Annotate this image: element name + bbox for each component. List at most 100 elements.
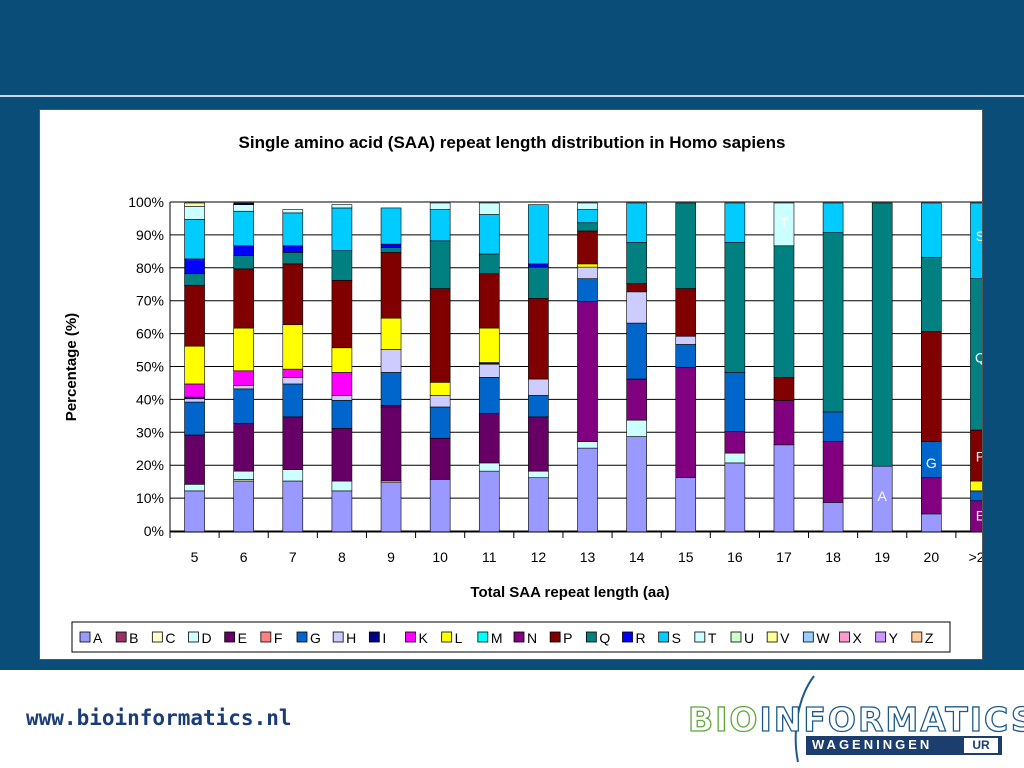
legend-swatch-Q	[585, 631, 597, 643]
site-url[interactable]: www.bioinformatics.nl	[26, 706, 292, 730]
legend-swatch-A	[79, 631, 91, 643]
y-tick-label: 0%	[144, 523, 164, 539]
legend-swatch-E	[224, 631, 236, 643]
legend-label: A	[93, 630, 103, 646]
logo-bio-text: BIO	[687, 699, 760, 739]
legend-label: B	[129, 630, 138, 646]
bar-segment-S	[429, 209, 451, 242]
annotation-label: E	[976, 508, 982, 524]
bar-segment-D	[626, 419, 647, 437]
bar-segment-S	[626, 202, 647, 243]
legend-label: P	[563, 630, 572, 646]
annotation-label: G	[926, 455, 937, 471]
x-tick-label: 5	[191, 549, 199, 565]
x-tick-label: 18	[825, 549, 841, 565]
bar-segment-A	[478, 470, 500, 533]
bar-segment-D	[282, 469, 304, 482]
x-tick-label: 11	[482, 549, 497, 565]
legend-swatch-R	[622, 631, 633, 643]
x-tick-label: >20	[969, 549, 982, 565]
header-divider	[0, 95, 1024, 97]
bar-segment-L	[184, 345, 205, 385]
bar-segment-Q	[331, 250, 353, 281]
annotation-label: T	[780, 215, 789, 231]
bar-segment-D	[331, 480, 353, 492]
annotation-label: P	[976, 448, 982, 464]
bars	[184, 202, 982, 533]
logo-informatics-text: INFORMATICS	[759, 699, 1024, 739]
legend-swatch-C	[151, 631, 163, 643]
bar-segment-H	[478, 363, 500, 378]
x-tick-label: 10	[432, 549, 448, 565]
x-tick-label: 15	[678, 549, 694, 565]
bar-segment-P	[331, 280, 353, 349]
bar-segment-G	[528, 395, 549, 418]
bar-segment-Q	[184, 273, 205, 286]
bar-segment-K	[233, 370, 254, 386]
bar-segment-N	[724, 431, 746, 454]
bar-segment-Q	[773, 245, 795, 378]
bar-segment-G	[970, 490, 982, 502]
bar-segment-P	[675, 288, 697, 337]
bar-segment-G	[331, 400, 353, 429]
bar-segment-R	[528, 263, 549, 268]
x-tick-label: 6	[240, 549, 248, 565]
bar-segment-S	[184, 219, 205, 260]
y-tick-label: 50%	[136, 359, 164, 375]
logo-swoosh-icon	[794, 675, 815, 763]
x-tick-label: 20	[924, 549, 940, 565]
bar-segment-K	[184, 383, 205, 398]
bar-segment-G	[822, 411, 844, 442]
legend-label: R	[636, 630, 646, 646]
x-tick-label: 13	[580, 549, 596, 565]
bar-segment-R	[184, 258, 205, 275]
legend-swatch-Y	[875, 631, 887, 643]
legend-label: I	[382, 630, 386, 646]
bar-segment-L	[577, 263, 598, 268]
x-tick-label: 8	[338, 549, 346, 565]
y-tick-label: 40%	[136, 391, 164, 407]
chart-title: Single amino acid (SAA) repeat length di…	[239, 133, 786, 152]
bar-segment-H	[380, 349, 402, 373]
legend-swatch-N	[513, 631, 525, 643]
bar-segment-S	[233, 210, 254, 247]
legend-swatch-I	[368, 631, 380, 643]
bar-segment-G	[724, 372, 746, 432]
legend-label: X	[853, 630, 863, 646]
bar-segment-I	[233, 202, 254, 205]
bar-segment-H	[626, 291, 647, 324]
annotation-label: A	[878, 488, 888, 504]
bioinformatics-logo: BIOINFORMATICS WAGENINGEN UR	[680, 672, 1024, 764]
bar-segment-A	[822, 502, 844, 533]
bar-segment-N	[773, 400, 795, 446]
legend-label: S	[672, 630, 681, 646]
bar-segment-D	[233, 470, 254, 480]
bar-segment-H	[331, 395, 353, 401]
bar-segment-R	[233, 245, 254, 256]
bar-segment-L	[282, 324, 304, 370]
legend-swatch-B	[115, 631, 127, 643]
bar-segment-G	[282, 383, 304, 418]
bar-segment-S	[724, 202, 746, 243]
x-tick-label: 9	[387, 549, 395, 565]
bar-segment-A	[724, 462, 746, 533]
bar-segment-E	[331, 428, 353, 482]
bar-segment-G	[184, 401, 205, 436]
legend-label: L	[455, 630, 463, 646]
bar-segment-A	[282, 480, 304, 533]
annotations: T S Q P G A E	[780, 215, 982, 524]
bar-segment-L	[429, 382, 451, 396]
bar-segment-G	[675, 344, 697, 368]
axes: 0% 10% 20% 30% 40% 50% 60% 70% 80% 90% 100% 5 6 7 8 9 10…	[128, 194, 982, 565]
bar-segment-E	[380, 406, 402, 482]
bar-segment-P	[429, 288, 451, 383]
legend-swatch-H	[332, 631, 344, 643]
bar-segment-E	[478, 413, 500, 464]
bar-segment-A	[429, 479, 451, 533]
bar-segment-Q	[871, 202, 893, 467]
bar-segment-A	[528, 477, 549, 533]
bar-segment-P	[528, 298, 549, 380]
legend-label: Y	[889, 630, 899, 646]
bar-segment-N	[921, 477, 942, 515]
